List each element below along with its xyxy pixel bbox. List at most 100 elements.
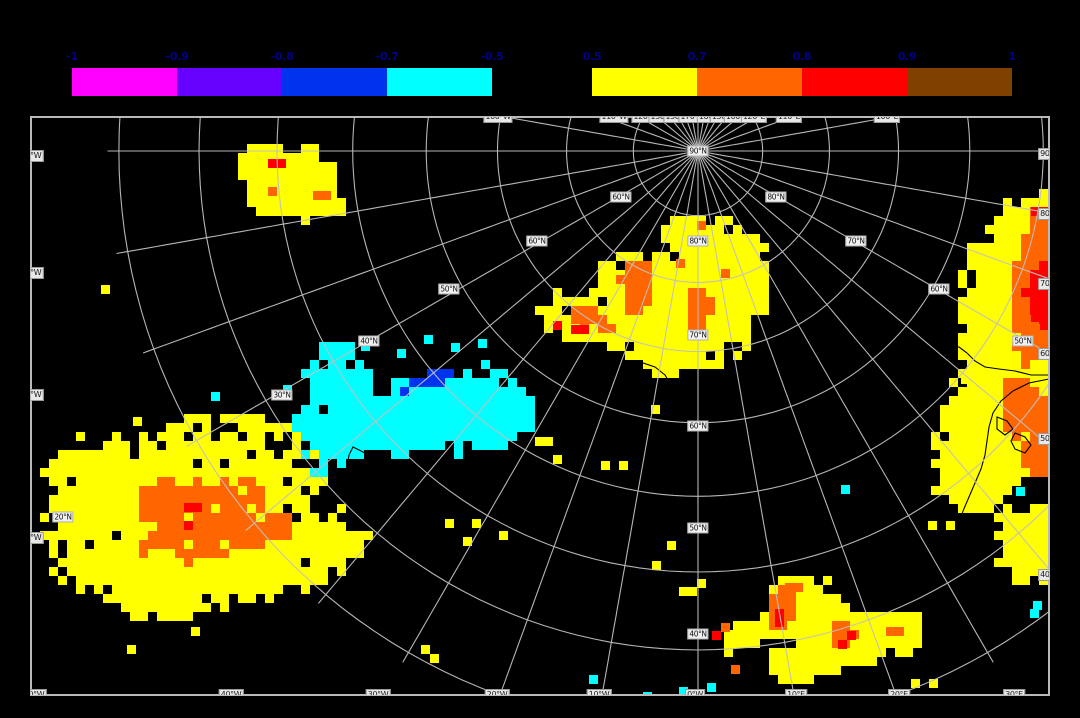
correlation-cell [814,657,823,666]
correlation-cell [130,576,139,585]
correlation-cell [382,396,391,405]
correlation-cell [445,369,454,378]
correlation-cell [283,522,292,531]
correlation-cell [571,306,580,315]
correlation-cell [967,495,976,504]
correlation-cell [337,450,346,459]
correlation-cell [319,180,328,189]
correlation-cell [391,396,400,405]
correlation-cell [157,594,166,603]
correlation-cell [238,549,247,558]
meridian--20 [499,153,698,695]
correlation-cell [103,468,112,477]
correlation-cell [148,450,157,459]
correlation-cell [715,297,724,306]
correlation-cell [337,342,346,351]
correlation-cell [651,405,660,414]
correlation-cell [481,360,490,369]
correlation-cell [247,576,256,585]
correlation-cell [589,333,598,342]
correlation-cell [139,594,148,603]
axis-tick-label: 100°E [873,117,901,123]
correlation-cell [679,324,688,333]
correlation-cell [103,441,112,450]
correlation-cell [268,159,277,168]
correlation-cell [94,450,103,459]
correlation-cell [310,549,319,558]
correlation-cell [769,594,778,603]
correlation-cell [985,270,994,279]
correlation-cell [1012,558,1021,567]
correlation-cell [49,459,58,468]
correlation-cell [994,432,1003,441]
negative-colorbar-ticks: -1 -0.9 -0.8 -0.7 -0.5 [66,50,504,66]
correlation-cell [679,216,688,225]
correlation-cell [598,279,607,288]
correlation-cell [148,495,157,504]
correlation-cell [1021,351,1030,360]
correlation-cell [220,576,229,585]
correlation-cell [121,531,130,540]
correlation-cell [112,486,121,495]
correlation-cell [1021,531,1030,540]
correlation-cell [202,603,211,612]
correlation-cell [130,495,139,504]
correlation-cell [328,378,337,387]
correlation-cell [742,270,751,279]
correlation-cell [670,216,679,225]
correlation-cell [373,396,382,405]
correlation-cell [679,252,688,261]
correlation-cell [1012,378,1021,387]
correlation-cell [580,325,589,334]
correlation-cell [247,504,256,513]
correlation-cell [1003,342,1012,351]
correlation-cell [985,342,994,351]
correlation-cell [85,522,94,531]
correlation-cell [391,378,400,387]
correlation-cell [112,522,121,531]
correlation-cell [193,603,202,612]
correlation-cell [1030,324,1039,333]
correlation-cell [562,324,571,333]
correlation-cell [634,279,643,288]
correlation-cell [472,405,481,414]
correlation-cell [103,576,112,585]
correlation-cell [886,627,895,636]
correlation-cell [553,288,562,297]
correlation-cell [598,288,607,297]
correlation-cell [130,522,139,531]
correlation-cell [634,315,643,324]
correlation-cell [211,549,220,558]
correlation-cell [220,414,229,423]
correlation-cell [1039,423,1048,432]
correlation-cell [985,432,994,441]
correlation-cell [346,405,355,414]
correlation-cell [319,198,328,207]
correlation-cell [985,423,994,432]
correlation-cell [139,531,148,540]
correlation-cell [616,297,625,306]
correlation-cell [1030,531,1039,540]
meridian--100 [502,117,696,152]
correlation-cell [832,666,841,675]
correlation-cell [175,495,184,504]
correlation-cell [220,504,229,513]
correlation-cell [679,360,688,369]
correlation-cell [976,306,985,315]
neg-tick-3: -0.7 [375,50,399,63]
correlation-cell [679,243,688,252]
correlation-cell [706,297,715,306]
correlation-cell [274,504,283,513]
correlation-cell [310,171,319,180]
correlation-cell [481,414,490,423]
correlation-cell [157,477,166,486]
correlation-cell [301,549,310,558]
correlation-cell [337,414,346,423]
correlation-cell [967,450,976,459]
correlation-cell [157,513,166,522]
correlation-cell [1003,414,1012,423]
correlation-cell [751,630,760,639]
correlation-cell [787,630,796,639]
correlation-cell [184,531,193,540]
correlation-cell [661,342,670,351]
